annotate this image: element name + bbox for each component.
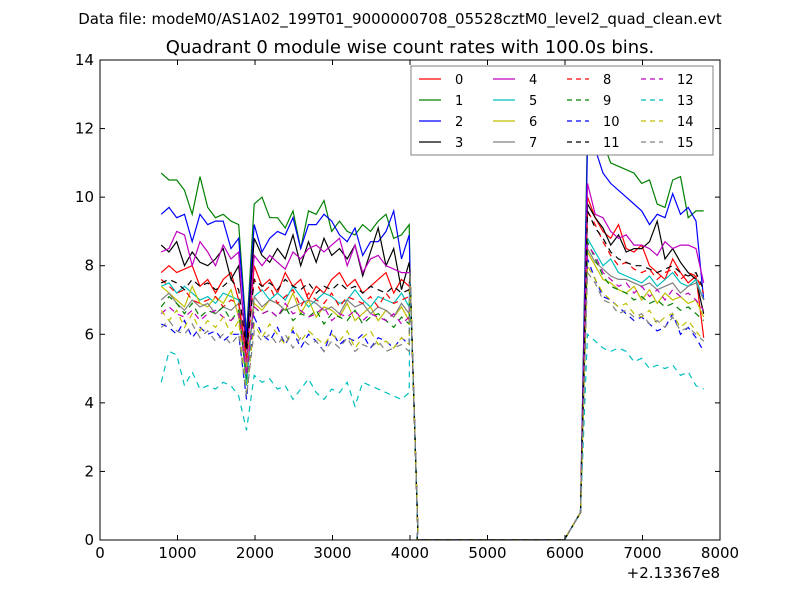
- series-line-2: [160, 144, 705, 540]
- x-tick-label: 5000: [468, 544, 506, 562]
- series-line-11: [160, 210, 705, 540]
- legend-label-0: 0: [455, 73, 463, 88]
- legend-label-2: 2: [455, 115, 463, 130]
- legend-label-3: 3: [455, 136, 463, 151]
- series-line-15: [160, 270, 705, 540]
- legend-label-9: 9: [603, 94, 611, 109]
- legend-frame: [410, 65, 714, 156]
- y-tick-label: 0: [84, 531, 94, 549]
- series-line-8: [160, 208, 705, 540]
- series-line-14: [160, 263, 705, 540]
- legend-label-1: 1: [455, 94, 463, 109]
- series-line-0: [160, 196, 705, 540]
- legend-label-7: 7: [529, 136, 537, 151]
- legend-label-13: 13: [677, 94, 694, 109]
- series-line-13: [160, 272, 704, 540]
- x-tick-label: 0: [95, 544, 105, 562]
- y-tick-label: 12: [75, 120, 94, 138]
- legend-label-14: 14: [677, 115, 694, 130]
- series-line-1: [160, 123, 704, 540]
- series-line-7: [160, 246, 705, 540]
- legend-label-15: 15: [677, 136, 694, 151]
- axis-ticks: 0 1000 2000 3000 4000 5000 6000 7000 80000246810…: [75, 51, 739, 562]
- x-tick-label: 8000: [701, 544, 739, 562]
- x-tick-label: 7000: [623, 544, 661, 562]
- y-tick-label: 10: [75, 188, 94, 206]
- legend-label-6: 6: [529, 115, 537, 130]
- legend-label-10: 10: [603, 115, 620, 130]
- y-tick-label: 6: [84, 325, 94, 343]
- series-lines: [160, 123, 705, 540]
- x-tick-label: 4000: [391, 544, 429, 562]
- series-line-12: [160, 243, 705, 540]
- chart-title: Quadrant 0 module wise count rates with …: [166, 37, 655, 58]
- x-tick-label: 2000: [236, 544, 274, 562]
- y-tick-label: 2: [84, 462, 94, 480]
- x-tick-label: 3000: [313, 544, 351, 562]
- legend-label-4: 4: [529, 73, 537, 88]
- x-offset-label: +2.13367e8: [627, 564, 720, 582]
- legend-label-8: 8: [603, 73, 611, 88]
- y-tick-label: 8: [84, 257, 94, 275]
- legend-label-5: 5: [529, 94, 537, 109]
- legend-label-11: 11: [603, 136, 620, 151]
- x-tick-label: 1000: [158, 544, 196, 562]
- x-tick-label: 6000: [546, 544, 584, 562]
- y-tick-label: 4: [84, 394, 94, 412]
- suptitle: Data file: modeM0/AS1A02_199T01_90000007…: [78, 10, 722, 29]
- y-tick-label: 14: [75, 51, 94, 69]
- legend-label-12: 12: [677, 73, 694, 88]
- series-line-3: [160, 201, 705, 540]
- series-line-4: [160, 183, 705, 540]
